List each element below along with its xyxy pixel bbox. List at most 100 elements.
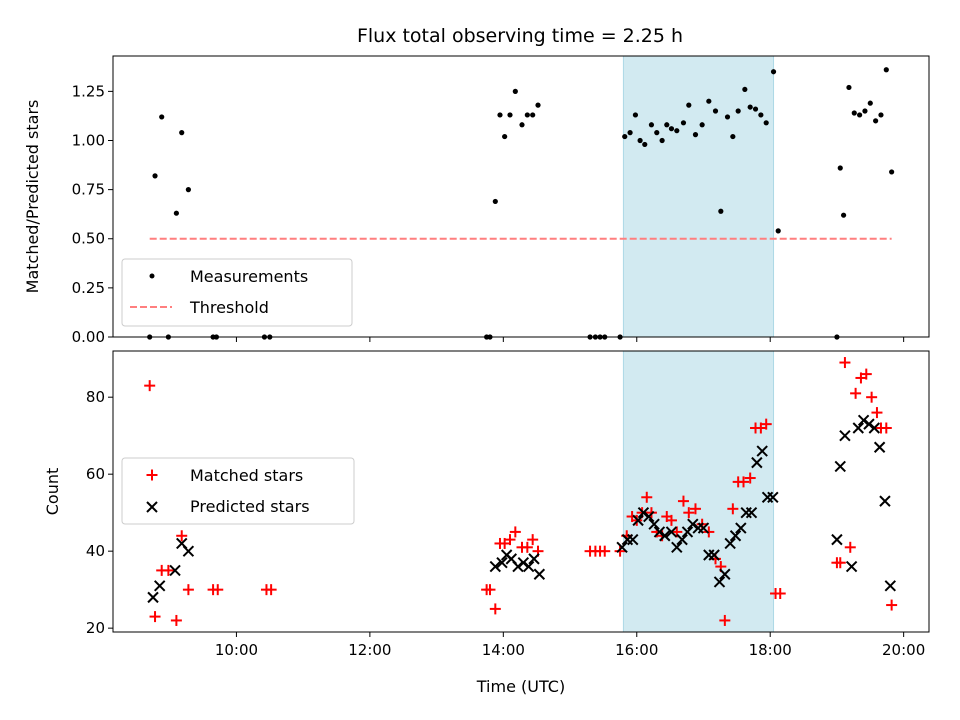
matched-star-point [149, 611, 161, 623]
predicted-star-point [653, 526, 666, 538]
matched-star-point [744, 472, 756, 484]
measurement-point [152, 173, 158, 179]
y-tick-label: 0.00 [72, 328, 105, 346]
ratio-legend-box [121, 258, 353, 327]
predicted-star-point [147, 591, 159, 604]
matched-star-point [866, 391, 878, 403]
predicted-star-point [676, 533, 688, 546]
measurement-point [752, 106, 759, 112]
predicted-star-point [522, 560, 535, 573]
count-highlight-span [622, 350, 775, 633]
measurement-point [742, 86, 748, 93]
matched-star-point [170, 614, 182, 626]
predicted-star-point [697, 522, 710, 534]
predicted-star-point [512, 560, 524, 573]
matched-star-point [484, 584, 496, 596]
predicted-star-point [528, 553, 540, 565]
measurement-point [507, 112, 513, 118]
matched-star-point [886, 599, 898, 611]
legend-predicted-label: Predicted stars [190, 497, 310, 516]
measurement-point [837, 165, 843, 171]
measurement-point [889, 169, 895, 175]
matched-star-point [860, 368, 872, 380]
matched-star-point [144, 380, 156, 392]
predicted-star-point [767, 491, 779, 503]
matched-star-point [689, 503, 701, 515]
predicted-star-point [745, 506, 758, 519]
y-tick-label: 60 [86, 465, 105, 483]
predicted-star-point [863, 418, 875, 430]
matched-star-point [844, 541, 856, 553]
predicted-star-point [834, 460, 846, 473]
matched-star-point [176, 530, 188, 542]
predicted-star-point [681, 526, 694, 538]
measurement-point [659, 137, 665, 144]
matched-star-point [527, 534, 539, 546]
measurement-point [497, 112, 503, 118]
count-plot-axes: 10:00 12:00 14:00 16:00 18:00 20:00 20 40 60 80 C… [43, 350, 930, 696]
count-x-axis-label: Time (UTC) [476, 677, 565, 696]
matched-star-point [521, 541, 533, 553]
y-tick-label: 0.50 [72, 230, 105, 248]
count-y-axis-label: Count [43, 468, 62, 516]
measurement-point [840, 212, 847, 218]
matched-star-point [489, 603, 501, 615]
measurement-point [512, 88, 518, 94]
measurement-point [668, 126, 675, 132]
measurement-point [674, 128, 680, 134]
predicted-star-point [659, 530, 671, 542]
legend-matched-label: Matched stars [190, 466, 303, 485]
predicted-star-point [884, 580, 897, 592]
predicted-star-point [153, 580, 166, 592]
measurement-point [851, 110, 857, 116]
ratio-y-axis-label: Matched/Predicted stars [23, 100, 42, 294]
measurement-point [730, 133, 736, 140]
predicted-star-point [182, 545, 195, 557]
matched-star-point [509, 526, 521, 538]
measurement-point [867, 100, 873, 106]
matched-star-point [665, 514, 677, 526]
ratio-legend: Measurements Threshold [121, 258, 353, 327]
measurement-point [718, 208, 724, 214]
measurement-point [758, 112, 764, 118]
y-tick-label: 0.75 [72, 181, 105, 199]
matched-star-point [774, 588, 786, 600]
predicted-star-point [729, 530, 742, 542]
predicted-star-point [845, 560, 858, 573]
predicted-star-point [756, 445, 768, 457]
matched-star-point [182, 584, 194, 596]
predicted-star-point [648, 518, 660, 530]
x-tick-label: 14:00 [482, 641, 525, 659]
matched-star-point [599, 545, 611, 557]
ratio-plot-axes: 0.00 0.25 0.50 0.75 1.00 1.25 Matched/Predict… [23, 55, 930, 346]
y-tick-label: 40 [86, 542, 105, 560]
y-tick-label: 1.25 [72, 82, 105, 100]
measurement-point [530, 112, 536, 118]
legend-threshold-label: Threshold [189, 298, 269, 317]
predicted-star-point [517, 557, 530, 569]
matched-star-point [834, 557, 846, 569]
measurement-point [642, 141, 648, 148]
legend-matched-marker [146, 469, 158, 481]
count-plot-frame [112, 350, 930, 633]
predicted-star-point [708, 549, 720, 561]
y-tick-label: 20 [86, 619, 105, 637]
predicted-star-point [857, 414, 870, 426]
y-tick-label: 1.00 [72, 131, 105, 149]
measurement-point [763, 120, 769, 126]
predicted-star-point [879, 495, 891, 507]
legend-predicted-marker [146, 501, 158, 513]
matched-star-point [677, 495, 689, 507]
measurement-point [862, 108, 868, 114]
predicted-star-point [751, 456, 763, 469]
ratio-plot-frame [112, 55, 930, 338]
measurement-point [692, 132, 699, 138]
count-legend: Matched stars Predicted stars [121, 457, 355, 525]
measurement-point [519, 122, 525, 128]
predicted-star-point [831, 533, 843, 546]
legend-measurements-label: Measurements [190, 267, 308, 286]
matched-star-point [738, 476, 750, 488]
predicted-star-point [496, 557, 508, 569]
predicted-star-point [627, 533, 639, 546]
